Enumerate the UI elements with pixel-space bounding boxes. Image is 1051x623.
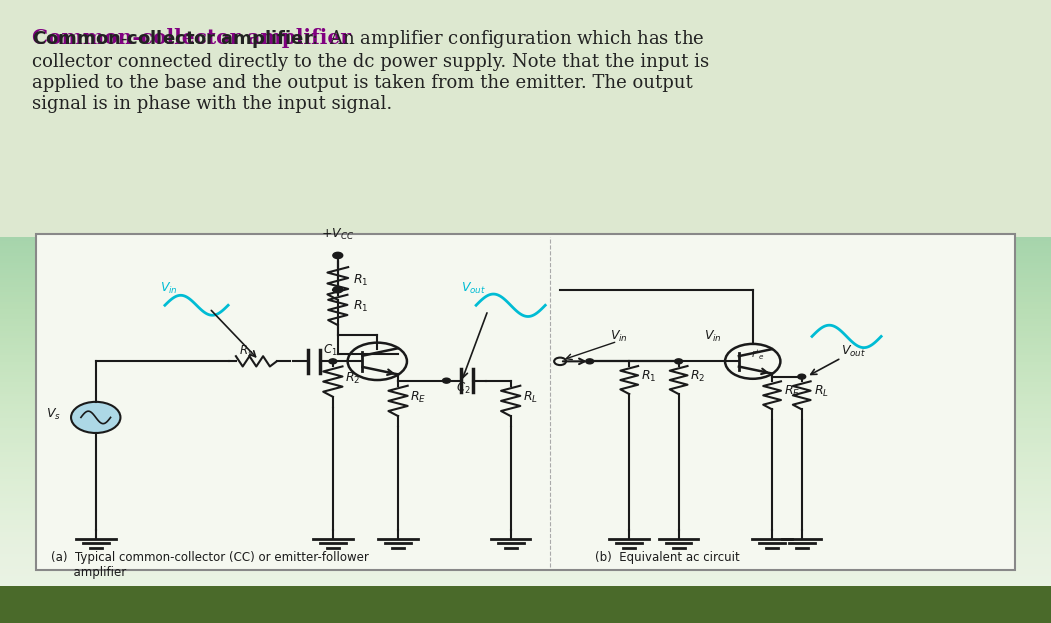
Text: $\mathbf{Common\text{-}collector\ amplifier}$:  An amplifier configuration which: $\mathbf{Common\text{-}collector\ amplif…	[32, 29, 708, 113]
Text: $R_2$: $R_2$	[691, 369, 706, 384]
Text: $R_E$: $R_E$	[784, 384, 800, 399]
Text: $C_2$: $C_2$	[456, 381, 471, 396]
Text: $R_E$: $R_E$	[410, 390, 426, 406]
Circle shape	[585, 359, 594, 364]
Text: $V_{in}$: $V_{in}$	[704, 328, 722, 344]
Circle shape	[329, 359, 336, 364]
Text: $R_s$: $R_s$	[239, 344, 253, 359]
Text: Common-collector amplifier: Common-collector amplifier	[32, 29, 350, 49]
Text: $r'_e$: $r'_e$	[751, 348, 764, 362]
Text: $V_s$: $V_s$	[46, 406, 61, 422]
Text: $V_{in}$: $V_{in}$	[611, 328, 628, 344]
FancyBboxPatch shape	[37, 234, 1014, 570]
Text: $+V_{CC}$: $+V_{CC}$	[322, 227, 354, 242]
FancyBboxPatch shape	[0, 586, 1051, 623]
Text: $V_{out}$: $V_{out}$	[461, 280, 487, 296]
Text: (b)  Equivalent ac circuit: (b) Equivalent ac circuit	[595, 551, 740, 564]
Text: $R_1$: $R_1$	[353, 299, 368, 315]
Circle shape	[675, 359, 682, 364]
Text: $R_L$: $R_L$	[813, 384, 828, 399]
Text: $V_{in}$: $V_{in}$	[160, 280, 178, 296]
Circle shape	[333, 252, 343, 259]
Text: $V_{out}$: $V_{out}$	[841, 344, 866, 359]
Text: $R_2$: $R_2$	[345, 371, 360, 386]
Circle shape	[71, 402, 121, 433]
Text: $R_1$: $R_1$	[353, 272, 368, 288]
Text: $R_1$: $R_1$	[641, 369, 657, 384]
Circle shape	[442, 378, 451, 383]
Text: (a)  Typical common-collector (CC) or emitter-follower
      amplifier: (a) Typical common-collector (CC) or emi…	[51, 551, 369, 579]
Circle shape	[798, 374, 806, 379]
Circle shape	[333, 287, 343, 293]
Text: $R_L$: $R_L$	[522, 390, 537, 406]
Text: $C_1$: $C_1$	[323, 343, 337, 358]
FancyBboxPatch shape	[0, 0, 1051, 237]
